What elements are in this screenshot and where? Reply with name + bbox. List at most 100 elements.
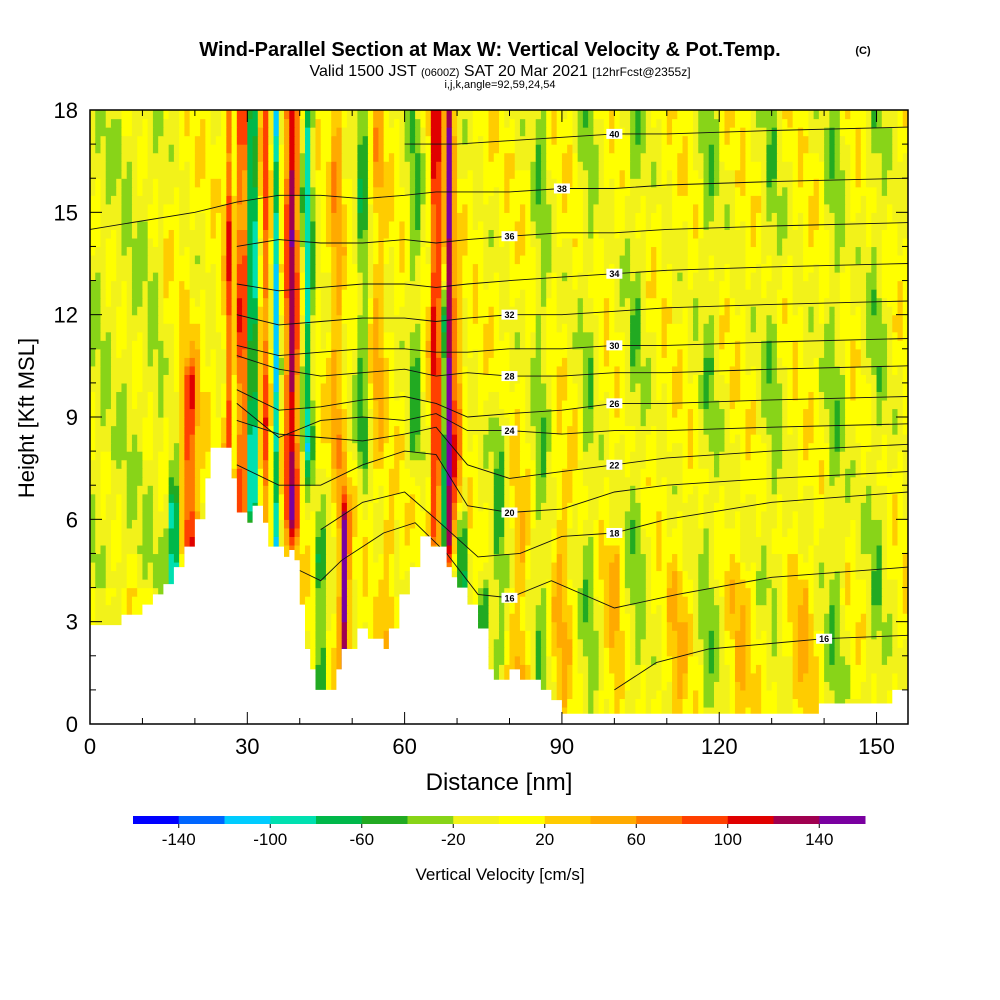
velocity-cell [624,570,647,580]
velocity-cell [158,485,170,495]
velocity-cell [850,519,857,529]
velocity-cell [593,331,600,341]
velocity-cell [672,570,678,580]
velocity-cell [341,596,348,606]
velocity-cell [273,374,280,384]
velocity-cell [273,425,280,435]
velocity-cell [504,655,511,665]
velocity-cell [226,331,233,341]
velocity-cell [603,698,610,708]
velocity-cell [231,306,238,316]
velocity-cell [194,502,201,512]
velocity-cell [142,570,149,580]
velocity-cell [399,340,406,350]
velocity-cell [221,408,227,418]
velocity-cell [90,468,102,478]
velocity-cell [687,374,694,384]
velocity-cell [394,613,400,623]
velocity-cell [871,365,878,375]
velocity-cell [472,519,490,529]
velocity-cell [514,655,521,665]
velocity-cell [771,544,799,555]
velocity-cell [630,596,647,606]
velocity-cell [367,570,385,580]
velocity-cell [504,638,511,648]
velocity-cell [619,553,626,563]
velocity-cell [399,425,406,435]
velocity-cell [519,544,526,555]
velocity-cell [346,468,359,478]
velocity-cell [357,519,374,529]
velocity-cell [394,365,411,375]
velocity-cell [630,323,642,333]
velocity-cell [698,408,705,418]
velocity-cell [399,468,411,478]
velocity-cell [656,510,663,520]
velocity-cell [645,357,652,367]
velocity-cell [724,579,731,589]
velocity-cell [189,391,196,401]
velocity-cell [561,655,574,665]
velocity-cell [383,391,390,401]
velocity-cell [598,544,621,555]
velocity-cell [572,672,584,682]
velocity-cell [682,553,699,563]
velocity-cell [158,399,165,410]
velocity-cell [268,459,275,469]
velocity-cell [776,476,799,486]
velocity-cell [168,553,175,563]
velocity-cell [661,630,668,640]
velocity-cell [588,374,594,384]
velocity-cell [409,493,416,503]
velocity-cell [603,306,610,316]
velocity-cell [797,451,804,461]
velocity-cell [845,544,857,555]
velocity-cell [514,544,521,555]
velocity-cell [142,280,149,290]
velocity-cell [577,527,584,537]
velocity-cell [263,365,269,375]
velocity-cell [635,519,642,529]
velocity-cell [310,630,317,640]
velocity-cell [572,655,579,665]
velocity-cell [603,587,610,597]
velocity-cell [719,647,726,657]
velocity-cell [252,391,259,401]
velocity-cell [173,502,180,512]
velocity-cell [325,630,338,640]
velocity-cell [357,502,364,512]
velocity-cell [525,604,537,614]
velocity-cell [881,613,888,623]
velocity-cell [236,348,243,358]
velocity-cell [624,698,636,708]
velocity-cell [871,493,888,503]
velocity-cell [530,553,553,563]
velocity-cell [698,382,705,393]
velocity-cell [598,348,605,358]
velocity-cell [902,331,908,341]
velocity-cell [257,399,264,410]
velocity-cell [567,425,579,435]
velocity-cell [436,510,442,520]
velocity-cell [378,485,385,495]
velocity-cell [331,451,338,461]
velocity-cell [708,579,720,589]
velocity-cell [803,323,809,333]
velocity-cell [399,519,406,529]
velocity-cell [425,374,432,384]
velocity-cell [184,468,196,478]
velocity-cell [441,340,448,350]
velocity-cell [205,331,222,341]
velocity-cell [525,374,532,384]
velocity-cell [729,399,736,410]
velocity-cell [514,331,521,341]
velocity-cell [713,340,720,350]
velocity-cell [598,323,605,333]
velocity-cell [818,408,830,418]
velocity-cell [221,391,227,401]
velocity-cell [331,408,343,418]
velocity-cell [698,459,715,469]
velocity-cell [483,561,495,572]
velocity-cell [551,408,558,418]
velocity-cell [294,297,301,307]
